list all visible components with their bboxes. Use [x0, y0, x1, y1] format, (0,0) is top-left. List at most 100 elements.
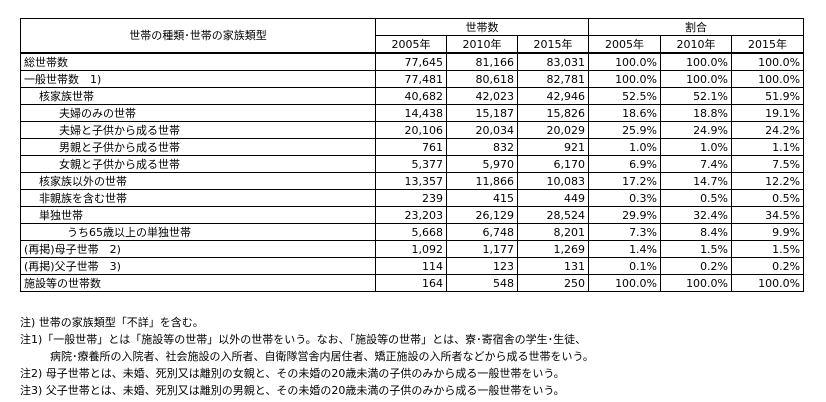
count-cell: 8,201 — [516, 223, 590, 241]
table-row: 一般世帯数 1) 77,481 80,618 82,781 100.0% 100.0% 10… — [20, 70, 805, 88]
ratio-cell: 29.9% — [588, 206, 662, 224]
count-cell: 10,083 — [516, 172, 590, 190]
table-row: 単独世帯 23,203 26,129 28,524 29.9% 32.4% 34.5% — [20, 206, 805, 224]
table-row: 核家族世帯 40,682 42,023 42,946 52.5% 52.1% 51.9% — [20, 87, 805, 105]
ratio-cell: 0.2% — [731, 257, 805, 275]
row-label: 男親と子供から成る世帯 — [20, 138, 376, 156]
count-cell: 20,034 — [446, 121, 518, 139]
year-header: 2015年 — [516, 35, 590, 54]
count-cell: 77,481 — [375, 70, 447, 88]
count-cell: 239 — [375, 189, 447, 207]
ratio-cell: 24.2% — [731, 121, 805, 139]
ratio-cell: 52.5% — [588, 87, 662, 105]
table-row: 夫婦と子供から成る世帯 20,106 20,034 20,029 25.9% 24.9% 2… — [20, 121, 805, 139]
count-cell: 82,781 — [516, 70, 590, 88]
count-cell: 5,377 — [375, 155, 447, 173]
ratio-cell: 0.3% — [588, 189, 662, 207]
ratio-cell: 14.7% — [660, 172, 733, 190]
ratio-cell: 19.1% — [731, 104, 805, 122]
ratio-cell: 1.5% — [731, 240, 805, 258]
ratio-cell: 12.2% — [731, 172, 805, 190]
ratio-cell: 1.0% — [660, 138, 733, 156]
ratio-cell: 0.5% — [731, 189, 805, 207]
group-header-count: 世帯数 — [374, 18, 590, 36]
household-table: 世帯の種類･世帯の家族類型 世帯数 割合 2005年 2010年 2015年 2… — [20, 18, 805, 292]
ratio-cell: 18.6% — [588, 104, 662, 122]
count-cell: 14,438 — [375, 104, 447, 122]
ratio-cell: 1.5% — [660, 240, 733, 258]
row-label: 核家族世帯 — [20, 87, 376, 105]
group-header-ratio: 割合 — [588, 18, 805, 36]
year-header: 2010年 — [446, 35, 518, 54]
ratio-cell: 100.0% — [731, 70, 805, 88]
ratio-cell: 25.9% — [588, 121, 662, 139]
count-cell: 20,106 — [375, 121, 447, 139]
count-cell: 761 — [375, 138, 447, 156]
count-cell: 250 — [516, 274, 590, 292]
count-cell: 23,203 — [375, 206, 447, 224]
ratio-cell: 7.5% — [731, 155, 805, 173]
count-cell: 548 — [446, 274, 518, 292]
row-label: うち65歳以上の単独世帯 — [20, 223, 376, 241]
count-cell: 81,166 — [446, 52, 518, 71]
ratio-cell: 34.5% — [731, 206, 805, 224]
table-title: 世帯の種類･世帯の家族類型 — [20, 18, 376, 54]
count-cell: 42,023 — [446, 87, 518, 105]
count-cell: 13,357 — [375, 172, 447, 190]
ratio-cell: 0.5% — [660, 189, 733, 207]
row-label: 夫婦と子供から成る世帯 — [20, 121, 376, 139]
count-cell: 832 — [446, 138, 518, 156]
year-header: 2010年 — [660, 35, 733, 54]
table-row: 核家族以外の世帯 13,357 11,866 10,083 17.2% 14.7% 12.2… — [20, 172, 805, 190]
ratio-cell: 7.3% — [588, 223, 662, 241]
table-row: 非親族を含む世帯 239 415 449 0.3% 0.5% 0.5% — [20, 189, 805, 207]
row-label: 単独世帯 — [20, 206, 376, 224]
table-row: (再掲)父子世帯 3) 114 123 131 0.1% 0.2% 0.2% — [20, 257, 805, 275]
count-cell: 15,826 — [516, 104, 590, 122]
table-row: (再掲)母子世帯 2) 1,092 1,177 1,269 1.4% 1.5% 1.5% — [20, 240, 805, 258]
count-cell: 131 — [516, 257, 590, 275]
ratio-cell: 24.9% — [660, 121, 733, 139]
count-cell: 164 — [375, 274, 447, 292]
row-label: 総世帯数 — [20, 52, 376, 71]
ratio-cell: 32.4% — [660, 206, 733, 224]
ratio-cell: 51.9% — [731, 87, 805, 105]
count-cell: 83,031 — [516, 52, 590, 71]
count-cell: 921 — [516, 138, 590, 156]
count-cell: 15,187 — [446, 104, 518, 122]
count-cell: 80,618 — [446, 70, 518, 88]
year-header: 2005年 — [375, 35, 447, 54]
ratio-cell: 100.0% — [588, 70, 662, 88]
note-line: 病院･療養所の入院者、社会施設の入所者、自衛隊営舎内居住者、矯正施設の入所者など… — [50, 350, 594, 363]
ratio-cell: 18.8% — [660, 104, 733, 122]
ratio-cell: 6.9% — [588, 155, 662, 173]
count-cell: 6,748 — [446, 223, 518, 241]
ratio-cell: 100.0% — [588, 52, 662, 71]
ratio-cell: 100.0% — [660, 52, 733, 71]
ratio-cell: 7.4% — [660, 155, 733, 173]
ratio-cell: 0.2% — [660, 257, 733, 275]
ratio-cell: 17.2% — [588, 172, 662, 190]
count-cell: 415 — [446, 189, 518, 207]
ratio-cell: 1.1% — [731, 138, 805, 156]
table-row: うち65歳以上の単独世帯 5,668 6,748 8,201 7.3% 8.4% 9.9% — [20, 223, 805, 241]
row-label: 一般世帯数 1) — [20, 70, 376, 88]
count-cell: 449 — [516, 189, 590, 207]
notes: 注) 世帯の家族類型「不詳」を含む。注1)「一般世帯」とは「施設等の世帯」以外の… — [20, 314, 810, 399]
year-header: 2015年 — [731, 35, 805, 54]
ratio-cell: 9.9% — [731, 223, 805, 241]
count-cell: 5,970 — [446, 155, 518, 173]
table-row: 男親と子供から成る世帯 761 832 921 1.0% 1.0% 1.1% — [20, 138, 805, 156]
ratio-cell: 100.0% — [731, 274, 805, 292]
row-label: 女親と子供から成る世帯 — [20, 155, 376, 173]
table-row: 女親と子供から成る世帯 5,377 5,970 6,170 6.9% 7.4% 7.5% — [20, 155, 805, 173]
count-cell: 28,524 — [516, 206, 590, 224]
ratio-cell: 100.0% — [731, 52, 805, 71]
note-line: 注1)「一般世帯」とは「施設等の世帯」以外の世帯をいう。なお、「施設等の世帯」と… — [20, 333, 587, 346]
table-row: 施設等の世帯数 164 548 250 100.0% 100.0% 100.0% — [20, 274, 805, 292]
count-cell: 42,946 — [516, 87, 590, 105]
note-line: 注) 世帯の家族類型「不詳」を含む。 — [20, 316, 204, 329]
count-cell: 123 — [446, 257, 518, 275]
table-row: 総世帯数 77,645 81,166 83,031 100.0% 100.0% 100.0% — [20, 52, 805, 71]
count-cell: 20,029 — [516, 121, 590, 139]
